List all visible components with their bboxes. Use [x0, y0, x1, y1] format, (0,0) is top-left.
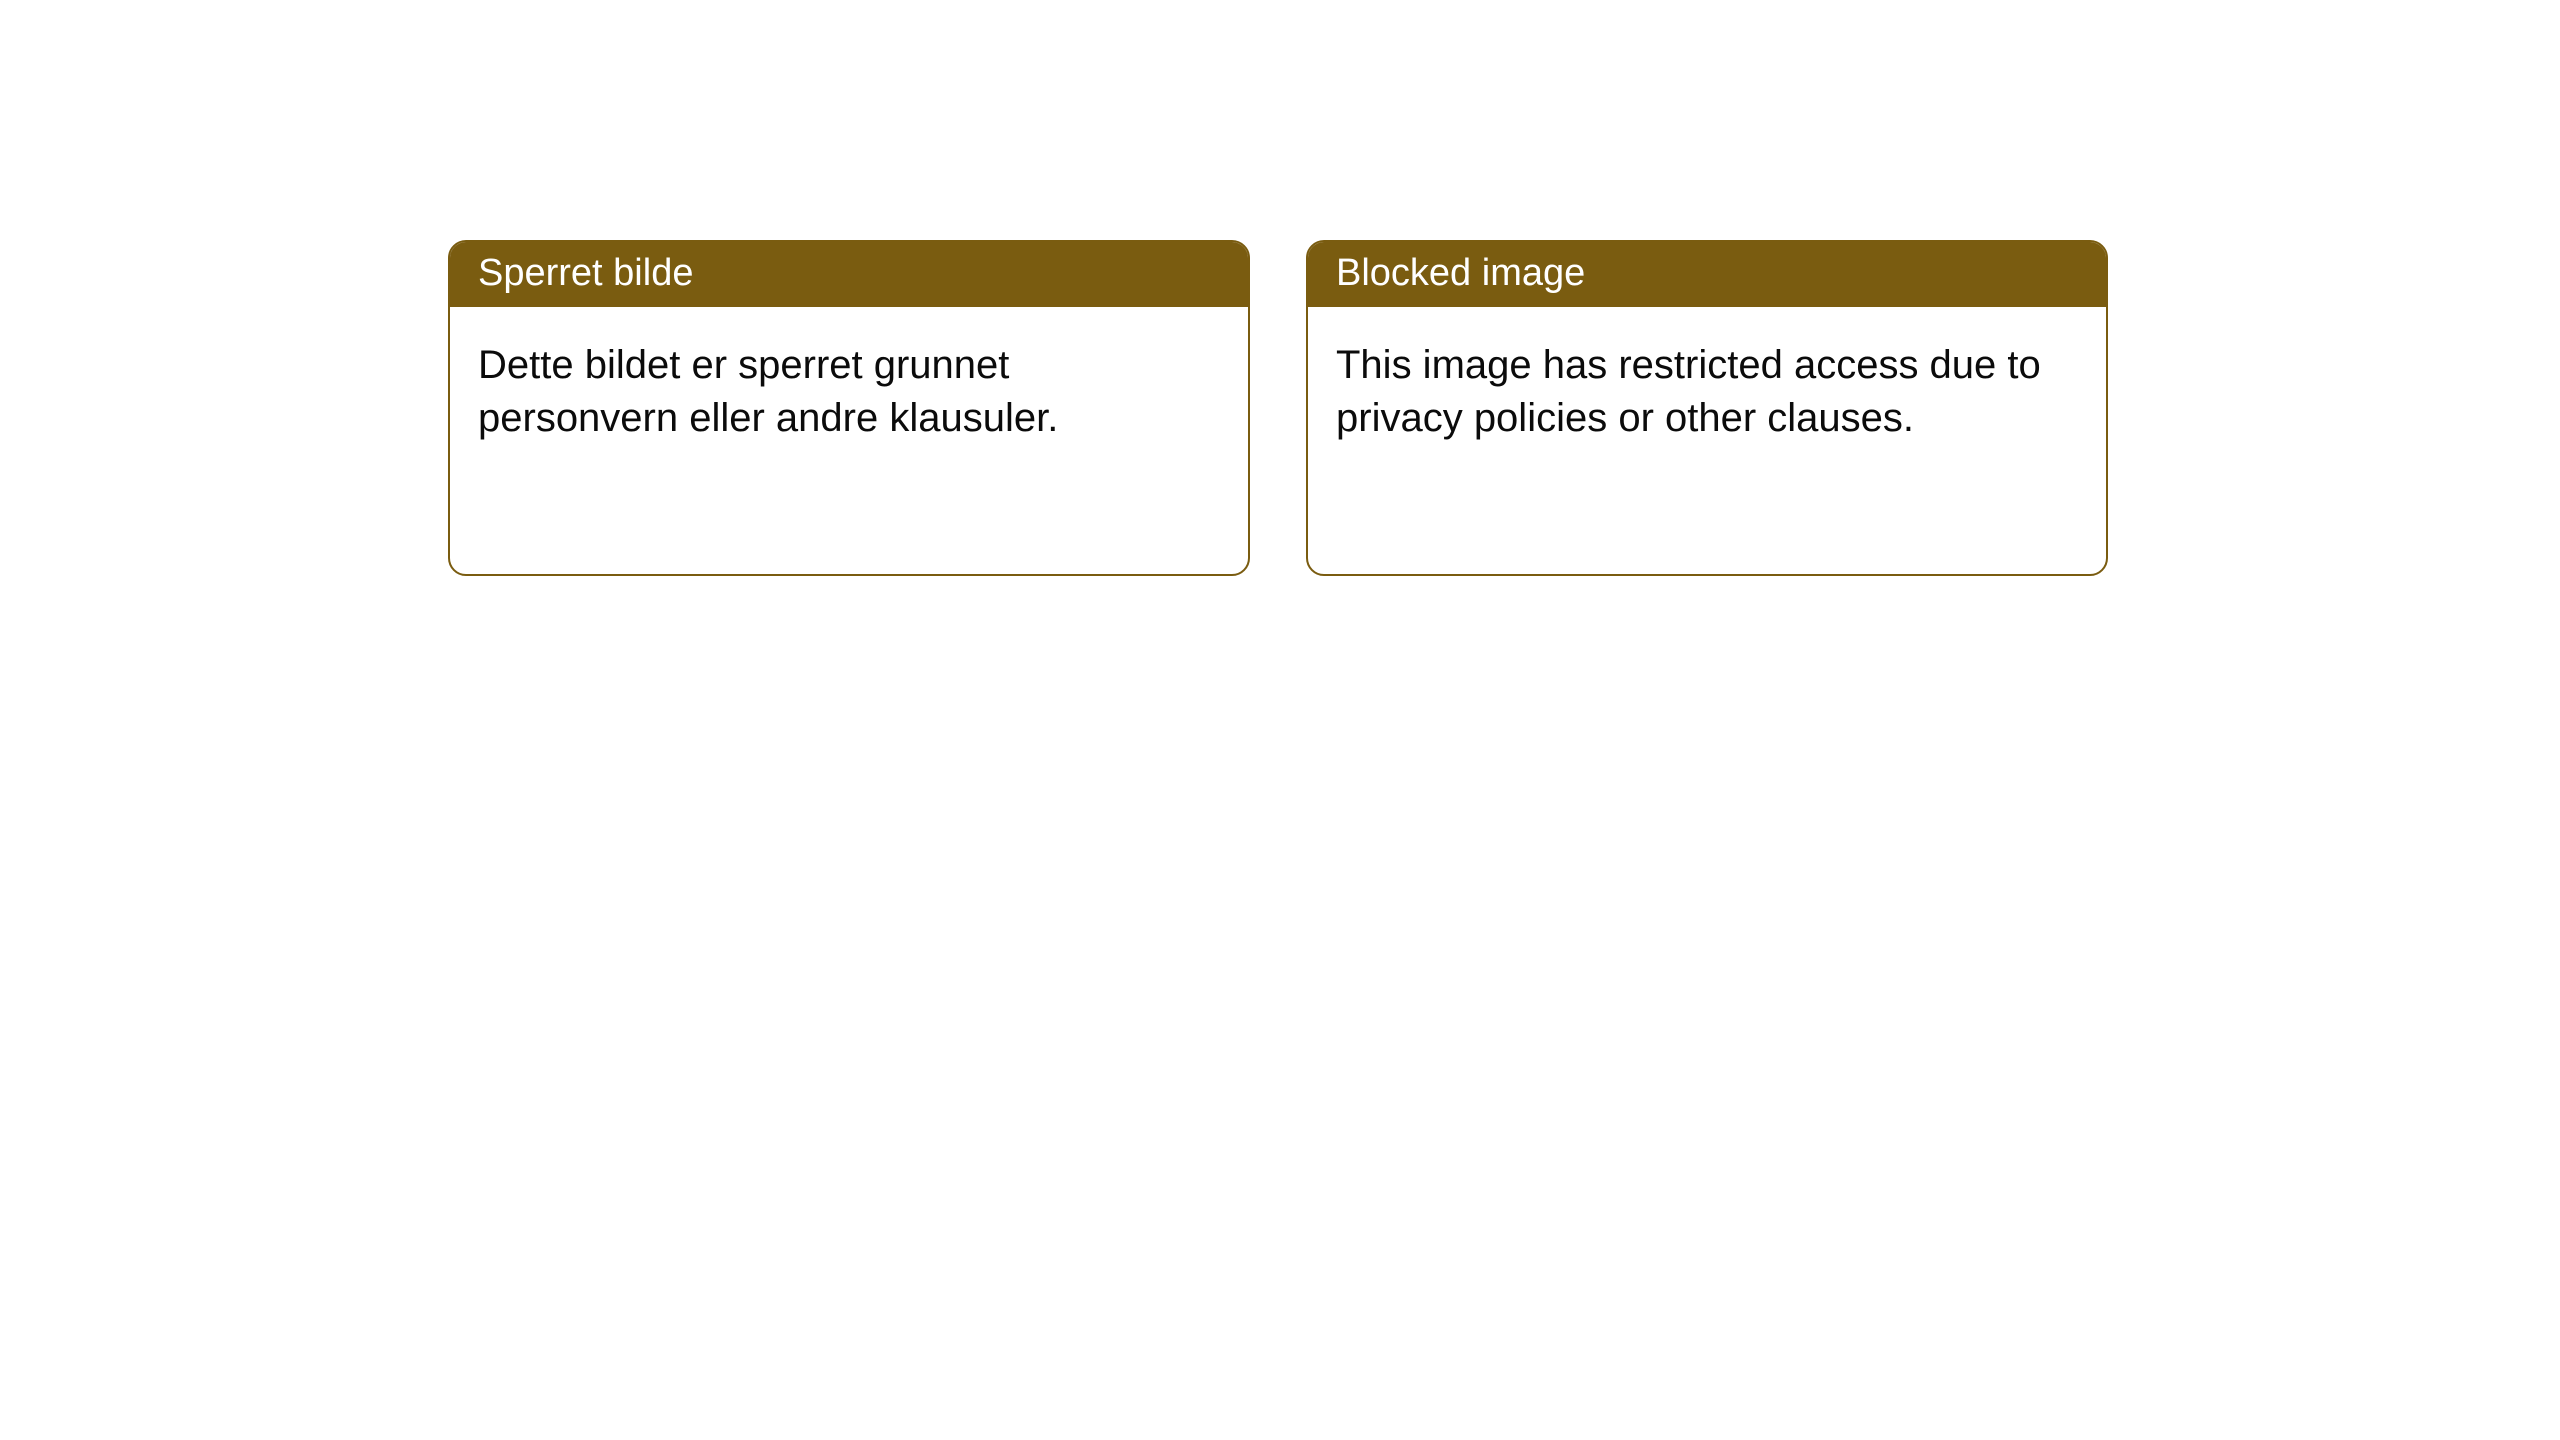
notice-title: Sperret bilde	[478, 252, 693, 294]
notice-body: This image has restricted access due to …	[1308, 307, 2106, 477]
notice-body-text: Dette bildet er sperret grunnet personve…	[478, 343, 1058, 440]
notice-body-text: This image has restricted access due to …	[1336, 343, 2041, 440]
notice-container: Sperret bilde Dette bildet er sperret gr…	[0, 0, 2560, 576]
notice-card-norwegian: Sperret bilde Dette bildet er sperret gr…	[448, 240, 1250, 576]
notice-header: Sperret bilde	[450, 242, 1248, 307]
notice-card-english: Blocked image This image has restricted …	[1306, 240, 2108, 576]
notice-title: Blocked image	[1336, 252, 1585, 294]
notice-header: Blocked image	[1308, 242, 2106, 307]
notice-body: Dette bildet er sperret grunnet personve…	[450, 307, 1248, 477]
